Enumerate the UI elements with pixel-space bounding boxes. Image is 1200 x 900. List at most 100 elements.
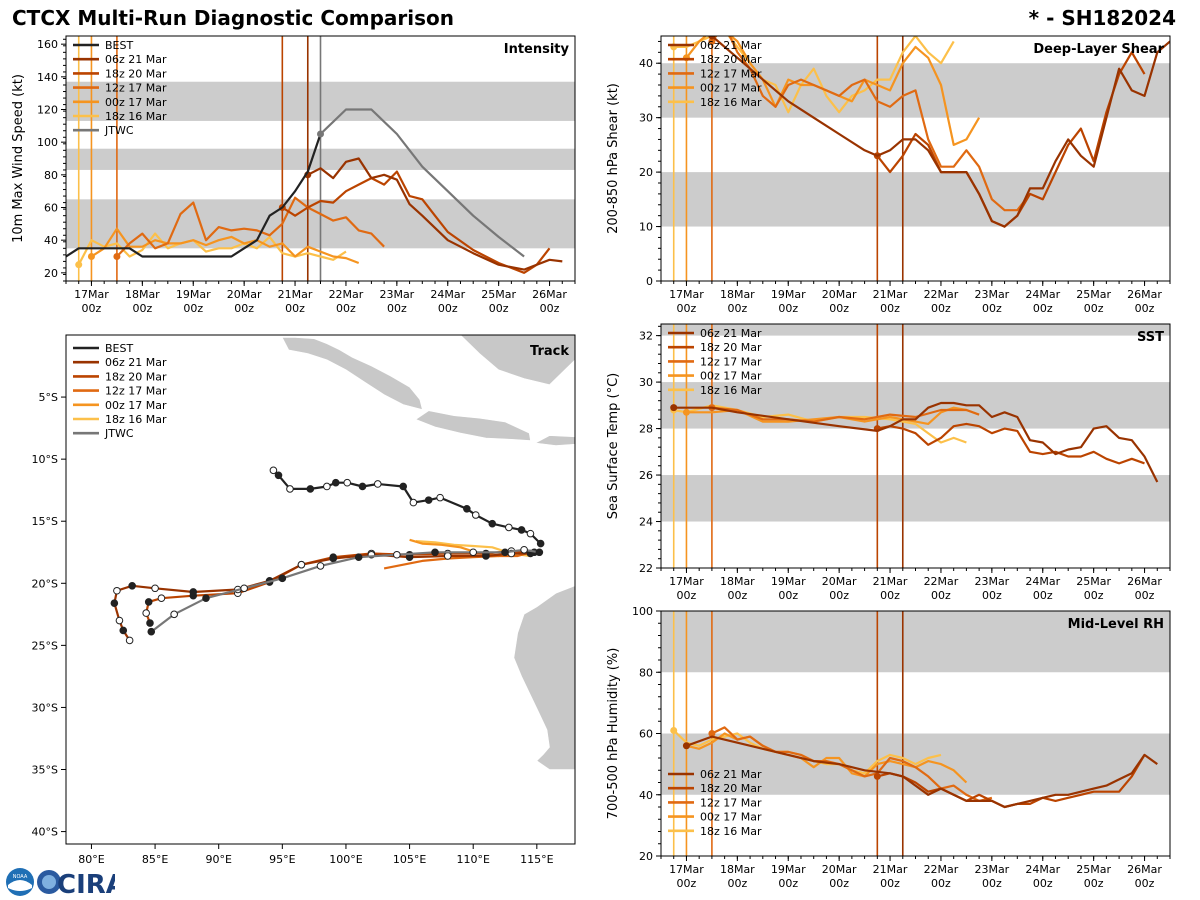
legend-label: 06z 21 Mar (700, 39, 762, 52)
track-point-marker (501, 548, 509, 557)
track-point-marker (393, 550, 401, 559)
x-tick-label: 20Mar (822, 288, 857, 301)
x-tick-sublabel: 00z (336, 302, 356, 315)
x-tick-sublabel: 00z (1084, 589, 1104, 602)
shear-panel: 01020304017Mar00z18Mar00z19Mar00z20Mar00… (606, 35, 1171, 315)
track-point-marker (240, 584, 248, 593)
series-start-marker (708, 36, 716, 40)
y-tick-label: 24 (639, 516, 653, 529)
track-point-marker (488, 519, 497, 528)
x-tick-label: 17Mar (669, 575, 704, 588)
x-tick-sublabel: 00z (1084, 877, 1104, 890)
y-tick-label: 5°S (39, 391, 58, 404)
y-tick-label: 60 (639, 728, 653, 741)
series-start-marker (670, 726, 678, 734)
track-point-marker (146, 619, 154, 627)
rh-title: Mid-Level RH (1068, 617, 1164, 632)
x-tick-label: 26Mar (1127, 288, 1162, 301)
track-point-marker (526, 529, 535, 538)
track-point-marker (144, 598, 153, 606)
x-tick-sublabel: 00z (727, 302, 747, 315)
y-tick-label: 35°S (32, 764, 58, 777)
track-point-marker (128, 581, 136, 590)
track-point-marker (517, 526, 526, 534)
x-tick-sublabel: 00z (1135, 302, 1155, 315)
x-tick-label: 26Mar (532, 288, 567, 301)
x-tick-sublabel: 00z (82, 302, 102, 315)
x-tick-sublabel: 00z (438, 302, 458, 315)
y-tick-label: 25°S (32, 639, 58, 652)
x-tick-sublabel: 00z (727, 877, 747, 890)
x-tick-label: 18Mar (125, 288, 160, 301)
y-tick-label: 120 (37, 104, 58, 117)
track-point-marker (110, 599, 119, 607)
y-tick-label: 140 (37, 71, 58, 84)
shear-plot-area (661, 36, 1170, 281)
track-point-marker (113, 586, 121, 595)
legend-label: 18z 20 Mar (700, 53, 762, 66)
legend-label: BEST (105, 342, 133, 355)
track-point-marker (297, 560, 306, 569)
x-tick-label: 20Mar (227, 288, 262, 301)
x-tick-label: 25Mar (1076, 575, 1111, 588)
track-point-marker (471, 511, 480, 519)
series-start-marker (682, 408, 690, 416)
legend-label: 12z 17 Mar (700, 355, 762, 368)
x-tick-sublabel: 00z (489, 302, 509, 315)
x-tick-label: 25Mar (481, 288, 516, 301)
y-tick-label: 20°S (32, 577, 58, 590)
track-title: Track (530, 344, 569, 359)
x-tick-sublabel: 00z (132, 302, 152, 315)
track-panel: 80°E 85°E 90°E 95°E 100°E 105°E 110°E 115°E 5°S 1… (32, 334, 576, 866)
y-tick-label: 40 (44, 234, 58, 247)
series-start-marker (87, 253, 95, 260)
x-tick-sublabel: 00z (982, 302, 1002, 315)
track-point-marker (323, 482, 331, 491)
legend-label: 18z 20 Mar (700, 782, 762, 795)
legend-label: 18z 16 Mar (700, 825, 762, 838)
track-point-marker (436, 493, 444, 502)
track-point-marker (431, 548, 439, 557)
series-line-12z-17-Mar (116, 196, 385, 258)
x-tick-label: 17Mar (74, 288, 109, 301)
rh-panel: 2040608010017Mar00z18Mar00z19Mar00z20Mar… (606, 605, 1171, 890)
series-line-06z-21-Mar (686, 735, 1158, 809)
x-tick-label: 23Mar (974, 863, 1009, 876)
y-tick-label: 15°S (32, 515, 58, 528)
x-tick-label: 24Mar (1025, 575, 1060, 588)
land-australia (513, 585, 575, 770)
x-tick-label: 22Mar (924, 288, 959, 301)
land-sumatra (281, 337, 423, 410)
shear-title: Deep-Layer Shear (1033, 42, 1164, 57)
rh-ylabel: 700-500 hPa Humidity (%) (606, 648, 621, 820)
storm-id: * - SH182024 (1028, 6, 1176, 30)
x-tick-label: 19Mar (771, 575, 806, 588)
track-point-marker (157, 594, 166, 602)
x-tick-label: 25Mar (1076, 288, 1111, 301)
x-tick-label: 23Mar (974, 575, 1009, 588)
intensity-panel: 2040608010012014016017Mar00z18Mar00z19Ma… (11, 35, 576, 315)
cira-logo-text: CIRA (57, 870, 115, 898)
x-tick-sublabel: 00z (1135, 877, 1155, 890)
y-tick-label: 30 (639, 376, 653, 389)
series-line-00z-17-Mar (686, 732, 968, 784)
track-point-marker (535, 548, 544, 557)
x-tick-sublabel: 00z (234, 302, 254, 315)
page-title: CTCX Multi-Run Diagnostic Comparison (12, 6, 454, 30)
series-start-marker (873, 772, 881, 780)
y-tick-label: 32 (639, 330, 653, 343)
best-track-line (272, 469, 542, 545)
y-tick-label: 20 (44, 267, 58, 280)
x-tick-label: 17Mar (669, 288, 704, 301)
shaded-band (661, 172, 1170, 227)
sst-panel: 22242628303217Mar00z18Mar00z19Mar00z20Ma… (606, 323, 1171, 602)
shear-ylabel: 200-850 hPa Shear (kt) (606, 83, 621, 234)
x-tick-label: 25Mar (1076, 863, 1111, 876)
x-tick-label: 24Mar (430, 288, 465, 301)
legend-label: JTWC (104, 124, 134, 137)
track-point-marker (286, 485, 294, 493)
track-line-12z-17-Mar (383, 549, 536, 570)
legend-label: 12z 17 Mar (105, 385, 167, 398)
track-point-marker (119, 626, 128, 635)
